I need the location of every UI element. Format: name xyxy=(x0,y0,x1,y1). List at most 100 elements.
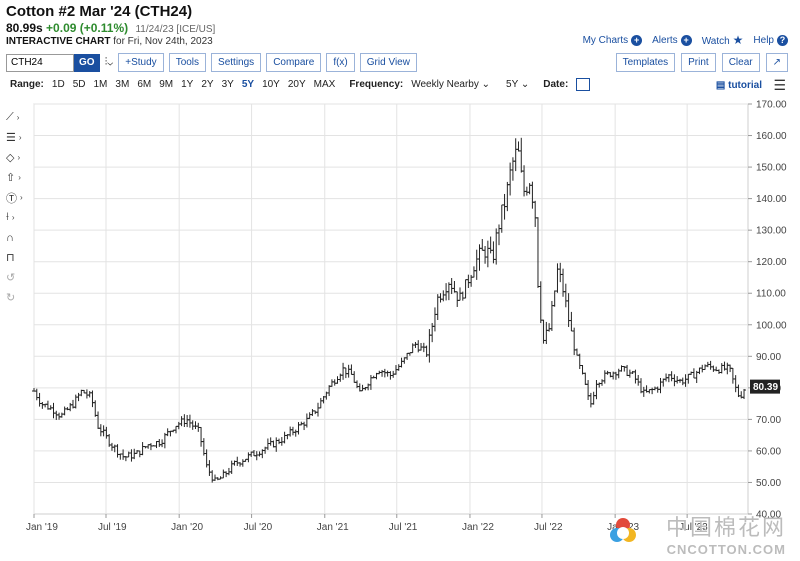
range-option[interactable]: 6M xyxy=(137,79,152,90)
quote-line: 80.99s +0.09 (+0.11%) 11/24/23 [ICE/US] xyxy=(6,21,215,35)
ytick-label: 40.00 xyxy=(756,510,781,521)
watch-label: Watch xyxy=(701,36,730,47)
watermark: 中国棉花网 CNCOTTON.COM xyxy=(666,510,786,557)
trendline-icon[interactable]: ⟋ › xyxy=(6,111,20,123)
ytick-label: 50.00 xyxy=(756,478,781,489)
range-option[interactable]: 3Y xyxy=(221,79,234,90)
xtick-label: Jul '23 xyxy=(679,522,708,533)
study-button[interactable]: +Study xyxy=(118,53,164,72)
chart-subtitle: INTERACTIVE CHART for Fri, Nov 24th, 202… xyxy=(6,36,213,47)
help-label: Help xyxy=(753,34,774,46)
symbol-input[interactable] xyxy=(6,53,74,72)
ytick-label: 90.00 xyxy=(756,352,781,363)
xtick-label: Jan '19 xyxy=(26,522,58,533)
plot-frame xyxy=(33,103,749,515)
alerts-link[interactable]: Alerts + xyxy=(652,34,692,46)
top-links: My Charts + Alerts + Watch ★ Help? xyxy=(583,33,788,47)
xtick-label: Jul '20 xyxy=(244,522,273,533)
plus-icon: + xyxy=(680,34,692,46)
range-option[interactable]: 3M xyxy=(115,79,130,90)
ytick-label: 60.00 xyxy=(756,446,781,457)
menu-icon[interactable]: ☰ xyxy=(773,77,786,93)
range-option[interactable]: 1D xyxy=(51,79,65,90)
range-label: Range: xyxy=(10,79,44,90)
bar-type-icon[interactable]: ⫶⌄ xyxy=(104,56,114,68)
range-bar: Range: 1D 5D 1M 3M 6M 9M 1Y 2Y 3Y 5Y 10Y 20Y MAX Fre… xyxy=(10,78,591,91)
text-icon[interactable]: Ⓣ › xyxy=(6,192,23,205)
range-option[interactable]: 10Y xyxy=(262,79,280,90)
expand-icon[interactable]: ↗ xyxy=(765,53,788,72)
watch-link[interactable]: Watch ★ xyxy=(702,33,744,47)
frequency-value: Weekly Nearby xyxy=(411,79,479,90)
xtick-label: Jan '21 xyxy=(317,522,349,533)
period-select[interactable]: 5Y ⌄ xyxy=(506,79,530,90)
tools-button[interactable]: Tools xyxy=(168,53,207,72)
ytick-label: 120.00 xyxy=(756,257,787,268)
ytick-label: 100.00 xyxy=(756,320,787,331)
compare-button[interactable]: Compare xyxy=(266,53,322,72)
cncotton-logo xyxy=(610,518,636,542)
range-option[interactable]: MAX xyxy=(313,79,336,90)
range-option[interactable]: 5D xyxy=(72,79,86,90)
range-option[interactable]: 1M xyxy=(93,79,108,90)
ytick-label: 70.00 xyxy=(756,415,781,426)
watermark-en: CNCOTTON.COM xyxy=(666,542,786,557)
ytick-label: 170.00 xyxy=(756,100,787,111)
print-button[interactable]: Print xyxy=(681,53,716,72)
my-charts-label: My Charts xyxy=(582,34,629,46)
alerts-label: Alerts xyxy=(652,34,678,46)
help-link[interactable]: Help? xyxy=(753,34,788,46)
fx-button[interactable]: f(x) xyxy=(326,53,355,72)
help-icon: ? xyxy=(777,34,788,46)
period-value: 5Y xyxy=(506,79,519,90)
templates-button[interactable]: Templates xyxy=(615,53,676,72)
settings-button[interactable]: Settings xyxy=(211,53,262,72)
plus-icon: + xyxy=(631,34,643,46)
star-icon: ★ xyxy=(732,33,744,47)
last-value-label: 80.39 xyxy=(753,382,778,393)
tutorial-link[interactable]: ▤ tutorial xyxy=(715,80,762,91)
ytick-label: 140.00 xyxy=(756,194,787,205)
xtick-label: Jan '22 xyxy=(462,522,494,533)
range-option[interactable]: 20Y xyxy=(287,79,306,90)
xtick-label: Jul '19 xyxy=(98,522,127,533)
fibonacci-icon[interactable]: ☰ › xyxy=(6,132,22,144)
watermark-cn: 中国棉花网 xyxy=(665,515,786,540)
xtick-label: Jan '20 xyxy=(171,522,203,533)
tutorial-label: tutorial xyxy=(728,80,762,91)
frequency-select[interactable]: Weekly Nearby ⌄ xyxy=(411,79,491,90)
last-value-box xyxy=(750,379,780,394)
last-price: 80.99s xyxy=(6,21,43,35)
frequency-label: Frequency: xyxy=(349,79,404,90)
page-title: Cotton #2 Mar '24 (CTH24) xyxy=(6,3,193,20)
my-charts-link[interactable]: My Charts + xyxy=(582,34,643,46)
price-change: +0.09 (+0.11%) xyxy=(46,21,129,35)
arrow-icon[interactable]: ⇧ › xyxy=(6,172,21,184)
measure-icon[interactable]: ⟊ › xyxy=(6,211,15,223)
undo-icon[interactable]: ↺ xyxy=(6,272,16,284)
ytick-label: 150.00 xyxy=(756,163,787,174)
drawing-tools: ⟋ › ☰ › ◇ › ⇧ › Ⓣ › ⟊ › ∩ ⊓ ↺ ↻ xyxy=(6,110,28,305)
quote-meta: 11/24/23 [ICE/US] xyxy=(135,24,216,35)
chart-date: for Fri, Nov 24th, 2023 xyxy=(113,36,213,47)
xtick-label: Jul '21 xyxy=(389,522,418,533)
range-option[interactable]: 9M xyxy=(159,79,174,90)
ytick-label: 110.00 xyxy=(756,289,786,300)
clear-button[interactable]: Clear xyxy=(721,53,760,72)
magnet-icon[interactable]: ∩ xyxy=(6,231,14,244)
range-options: 1D 5D 1M 3M 6M 9M 1Y 2Y 3Y 5Y 10Y 20Y MAX xyxy=(52,79,335,90)
chart-label: INTERACTIVE CHART xyxy=(6,36,111,47)
range-option[interactable]: 1Y xyxy=(181,79,194,90)
go-button[interactable]: GO xyxy=(74,53,100,72)
calendar-icon[interactable] xyxy=(576,78,591,91)
ytick-label: 160.00 xyxy=(756,131,787,142)
shapes-icon[interactable]: ◇ › xyxy=(6,152,21,164)
redo-icon[interactable]: ↻ xyxy=(6,292,16,304)
date-label: Date: xyxy=(543,79,569,90)
range-option[interactable]: 5Y xyxy=(241,79,255,90)
right-toolbar: Templates Print Clear ↗ xyxy=(615,53,788,72)
grid-view-button[interactable]: Grid View xyxy=(359,53,417,72)
range-option[interactable]: 2Y xyxy=(201,79,214,90)
lock-icon[interactable]: ⊓ xyxy=(6,252,15,264)
